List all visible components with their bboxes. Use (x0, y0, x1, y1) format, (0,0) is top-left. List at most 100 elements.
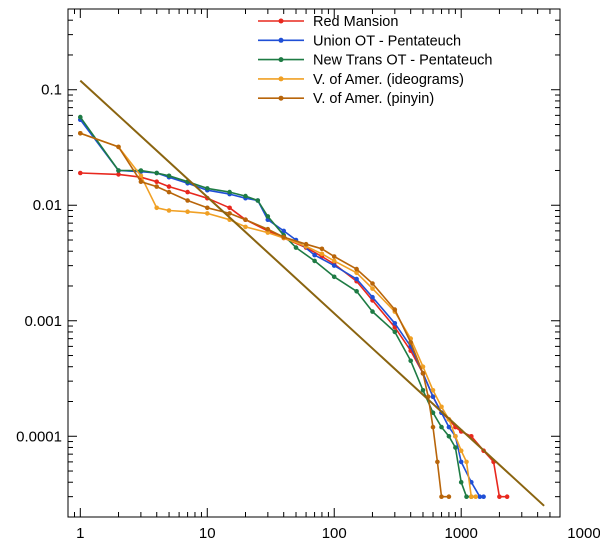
data-point (281, 228, 287, 234)
data-point (303, 241, 309, 247)
data-point (458, 479, 464, 485)
data-point (312, 252, 317, 258)
data-point (446, 424, 452, 430)
legend-item: V. of Amer. (ideograms) (258, 72, 464, 88)
data-point (473, 494, 479, 500)
data-point (392, 329, 398, 335)
fit-line (79, 79, 545, 507)
plot-frame (67, 8, 561, 518)
data-point (370, 281, 375, 286)
data-point (453, 445, 458, 450)
data-point (154, 184, 159, 189)
axis-ticks (67, 8, 561, 518)
data-point (370, 294, 375, 300)
data-point (319, 246, 325, 252)
series-layer (78, 79, 545, 507)
data-point (78, 170, 83, 176)
data-point (78, 114, 83, 120)
data-point (354, 276, 359, 282)
legend-swatch-marker (278, 76, 284, 82)
data-point (227, 189, 232, 195)
data-point (185, 209, 190, 214)
data-point (265, 230, 271, 235)
plot-area (67, 8, 561, 518)
data-point (464, 494, 469, 500)
x-tick-label: 1 (76, 525, 84, 542)
data-point (408, 340, 414, 345)
data-point (430, 424, 436, 430)
legend-label: V. of Amer. (pinyin) (313, 91, 434, 107)
data-point (354, 270, 359, 276)
data-point (265, 226, 271, 232)
series-3 (78, 131, 479, 500)
data-point (439, 424, 444, 430)
data-point (138, 173, 144, 179)
data-point (166, 184, 172, 189)
data-point (392, 321, 398, 326)
data-point (430, 394, 436, 400)
legend-label: New Trans OT - Pentateuch (313, 53, 492, 69)
legend: Red Mansion Union OT - Pentateuch New Tran… (258, 14, 492, 107)
data-point (435, 459, 440, 465)
legend-label: Union OT - Pentateuch (313, 33, 461, 49)
data-point (481, 494, 486, 500)
data-point (469, 494, 474, 500)
data-point (205, 211, 210, 216)
data-point (227, 211, 232, 216)
x-tick-label: 1000 (445, 525, 478, 542)
series-line (80, 172, 508, 498)
series-0 (78, 170, 510, 500)
x-tick-label: 100 (322, 525, 347, 542)
data-point (281, 234, 287, 240)
data-point (185, 189, 190, 195)
y-tick-label: 0.1 (41, 82, 62, 99)
data-point (430, 410, 436, 416)
data-point (477, 494, 483, 500)
data-point (205, 186, 210, 191)
data-point (265, 214, 271, 219)
series-line (80, 132, 449, 498)
data-point (370, 309, 375, 314)
data-point (331, 263, 337, 268)
data-point (446, 494, 452, 500)
data-point (319, 251, 325, 257)
data-point (354, 266, 359, 272)
legend-label: Red Mansion (313, 14, 398, 30)
data-point (370, 286, 375, 291)
legend-item: Union OT - Pentateuch (258, 33, 461, 49)
legend-swatch-marker (278, 37, 284, 43)
data-point (243, 224, 248, 230)
data-point (243, 217, 248, 222)
data-point (166, 189, 172, 195)
data-point (138, 168, 144, 173)
data-point (392, 307, 398, 312)
data-point (166, 208, 172, 213)
data-point (439, 404, 444, 410)
y-tick-label: 0.0001 (16, 428, 62, 445)
series-2 (78, 114, 474, 500)
data-point (116, 144, 121, 150)
data-point (458, 459, 464, 465)
data-point (312, 258, 317, 264)
data-point (243, 193, 248, 199)
data-point (154, 179, 159, 184)
legend-item: V. of Amer. (pinyin) (258, 91, 434, 107)
data-point (464, 459, 469, 465)
legend-item: New Trans OT - Pentateuch (258, 53, 492, 69)
data-point (420, 371, 426, 376)
data-point (331, 254, 337, 259)
data-point (439, 494, 444, 500)
data-point (446, 434, 452, 439)
legend-swatch-marker (278, 18, 284, 24)
data-point (408, 358, 414, 364)
data-point (205, 205, 210, 211)
data-point (453, 434, 458, 439)
data-point (138, 179, 144, 184)
data-point (116, 168, 121, 173)
data-point (116, 172, 121, 177)
data-point (458, 448, 464, 454)
data-point (504, 494, 510, 500)
x-tick-label: 10 (199, 525, 216, 542)
